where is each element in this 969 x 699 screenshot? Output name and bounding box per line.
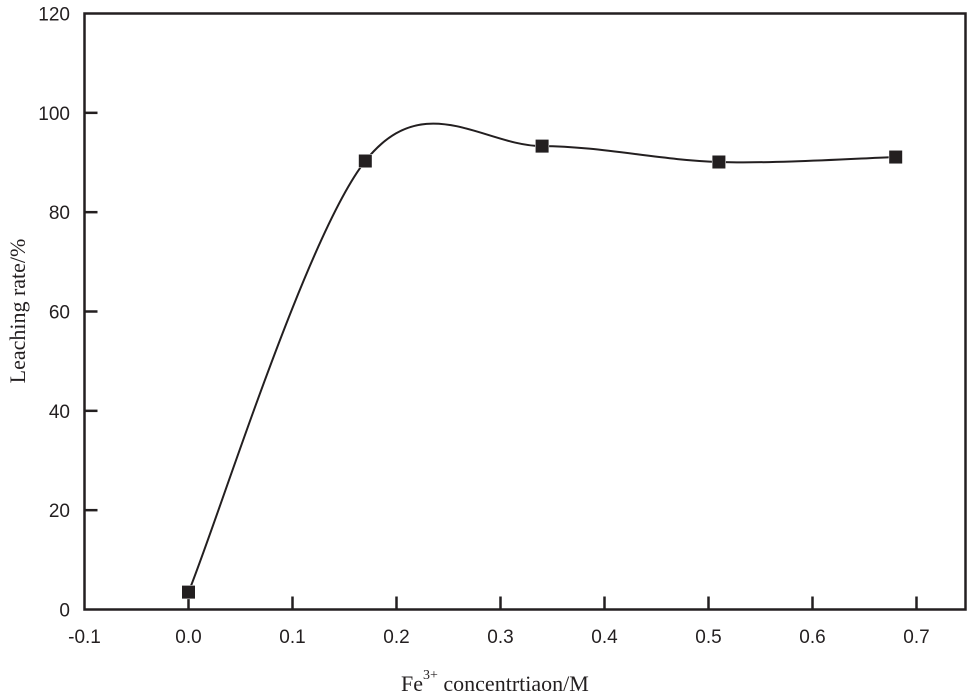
x-tick-label: 0.2 (383, 627, 409, 648)
y-tick-label: 60 (49, 303, 70, 324)
y-tick-label: 0 (59, 601, 70, 622)
plot-frame (83, 12, 967, 611)
y-tick-label: 80 (49, 203, 70, 224)
data-point-marker (889, 150, 903, 164)
fitted-curve (187, 122, 896, 593)
x-tick-label: 0.4 (591, 627, 618, 648)
data-markers (181, 139, 903, 600)
x-axis-ticks: -0.1 0.0 0.1 0.2 0.3 0.4 0.5 0.6 0.7 (68, 596, 930, 648)
x-axis-label: Fe3+ concentrtiaon/M (401, 668, 589, 696)
x-tick-label: -0.1 (68, 627, 101, 648)
x-tick-label: 0.3 (487, 627, 513, 648)
x-tick-label: 0.6 (799, 627, 825, 648)
data-point-marker (358, 154, 372, 168)
y-tick-label: 20 (49, 501, 70, 522)
y-axis-ticks: 0 20 40 60 80 100 120 (38, 5, 98, 622)
x-tick-label: 0.0 (175, 627, 201, 648)
y-tick-label: 120 (38, 5, 70, 26)
data-point-marker (182, 585, 195, 599)
y-axis-label: Leaching rate/% (5, 239, 30, 384)
y-tick-label: 40 (49, 402, 70, 423)
x-tick-label: 0.5 (695, 627, 721, 648)
x-tick-label: 0.7 (903, 627, 929, 648)
x-tick-label: 0.1 (279, 627, 305, 648)
y-tick-label: 100 (38, 104, 70, 125)
data-point-marker (712, 155, 726, 169)
data-point-marker (535, 139, 549, 153)
